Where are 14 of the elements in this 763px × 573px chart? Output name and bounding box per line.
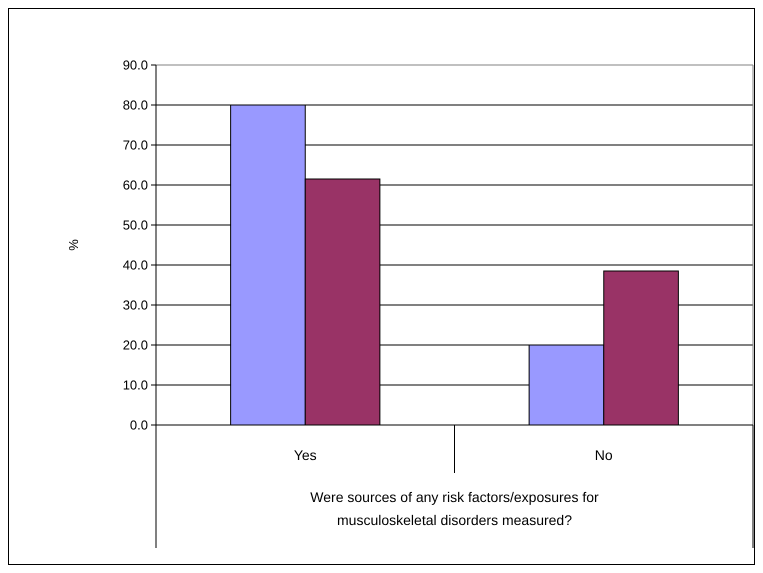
- y-tick-label: 80.0: [122, 98, 148, 113]
- y-tick-label: 70.0: [122, 138, 148, 153]
- y-tick-label: 20.0: [122, 338, 148, 353]
- x-axis-title: Were sources of any risk factors/exposures for musculoskeletal disorders measured?: [310, 489, 600, 528]
- y-tick-label: 50.0: [122, 218, 148, 233]
- x-tick-label: Yes: [294, 447, 317, 463]
- y-tick-label: 0.0: [130, 418, 148, 433]
- y-tick-label: 90.0: [122, 58, 148, 73]
- x-tick-label: No: [594, 447, 613, 463]
- y-tick-label: 30.0: [122, 298, 148, 313]
- y-tick-label: 60.0: [122, 178, 148, 193]
- y-axis-title: %: [66, 238, 81, 251]
- y-tick-label: 10.0: [122, 378, 148, 393]
- y-tick-label: 40.0: [122, 258, 148, 273]
